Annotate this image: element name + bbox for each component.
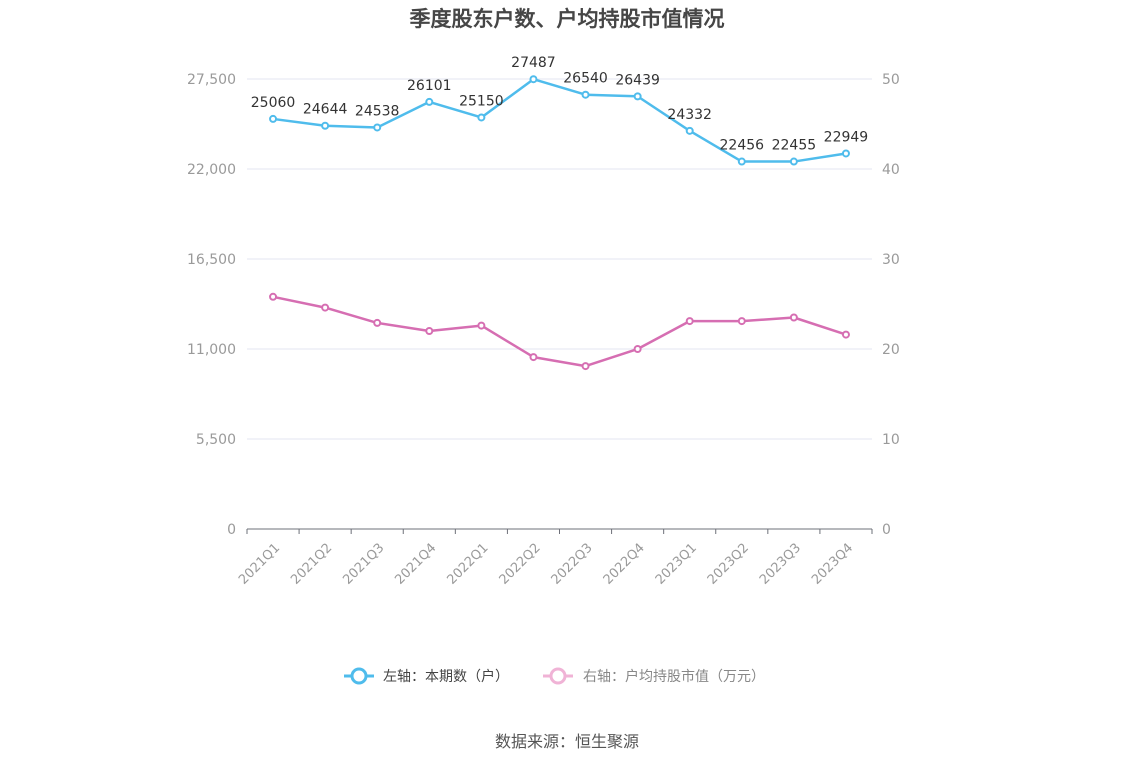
data-label: 25150	[459, 93, 504, 109]
data-point-right[interactable]	[425, 327, 434, 335]
legend-marker-right-series	[549, 667, 567, 685]
grid-layer	[247, 78, 872, 440]
legend-item-left-series[interactable]: 左轴：本期数（户）	[344, 667, 509, 685]
legend-marker-left-series	[350, 667, 368, 685]
legend: 左轴：本期数（户） 右轴：户均持股市值（万元）	[344, 667, 765, 685]
y-right-tick-label: 0	[882, 522, 891, 538]
data-point-right[interactable]	[477, 321, 486, 330]
x-tick-label: 2023Q4	[809, 541, 856, 588]
series-line-left	[272, 77, 847, 163]
y-left-tick-label: 27,500	[187, 72, 236, 88]
x-tick-label: 2022Q4	[601, 541, 648, 588]
y-left-tick-label: 5,500	[196, 432, 236, 448]
data-label: 26101	[407, 78, 452, 94]
data-point-right[interactable]	[321, 303, 330, 312]
x-tick-label: 2022Q2	[497, 541, 544, 588]
data-point-right[interactable]	[841, 330, 850, 339]
data-point-left[interactable]	[321, 121, 330, 130]
x-tick-label: 2023Q1	[653, 541, 700, 588]
data-label: 26439	[615, 72, 660, 88]
x-tick-label: 2021Q1	[236, 541, 283, 588]
data-point-right[interactable]	[633, 345, 642, 353]
data-point-left[interactable]	[737, 157, 746, 166]
x-tick-label: 2022Q3	[549, 541, 596, 588]
data-point-left[interactable]	[685, 126, 694, 135]
series-line-right	[272, 295, 847, 368]
legend-label-left-series: 左轴：本期数（户）	[383, 668, 509, 685]
legend-item-right-series[interactable]: 右轴：户均持股市值（万元）	[543, 667, 765, 685]
data-label: 27487	[511, 55, 556, 71]
y-right-tick-label: 40	[882, 162, 900, 178]
data-label-layer: 25060 24644 24538 26101 25150 27487 26540 26439…	[251, 55, 868, 153]
data-point-right[interactable]	[737, 317, 746, 326]
x-tick-label: 2023Q3	[757, 541, 804, 588]
data-label: 26540	[563, 71, 608, 87]
y-left-tick-label: 0	[227, 522, 236, 538]
series-layer	[269, 75, 850, 371]
data-point-left[interactable]	[373, 123, 382, 132]
legend-label-right-series: 右轴：户均持股市值（万元）	[583, 668, 765, 685]
data-label: 22456	[720, 138, 765, 154]
data-point-left[interactable]	[477, 113, 486, 122]
data-point-left[interactable]	[841, 149, 850, 158]
data-point-left[interactable]	[789, 157, 798, 166]
data-label: 24644	[303, 102, 348, 118]
y-right-tick-label: 30	[882, 252, 900, 268]
data-label: 24538	[355, 103, 400, 119]
x-tick-label: 2022Q1	[444, 541, 491, 588]
data-point-right[interactable]	[789, 313, 798, 322]
data-point-right[interactable]	[529, 353, 538, 362]
data-point-left[interactable]	[633, 92, 642, 101]
chart-title: 季度股东户数、户均持股市值情况	[410, 7, 725, 31]
data-label: 24332	[667, 107, 712, 123]
y-left-tick-label: 16,500	[187, 252, 236, 268]
y-left-tick-label: 11,000	[187, 342, 236, 358]
data-source-note: 数据来源：恒生聚源	[495, 732, 639, 751]
data-point-right[interactable]	[685, 317, 694, 326]
x-tick-label: 2021Q4	[392, 541, 439, 588]
x-tick-label: 2021Q2	[288, 541, 335, 588]
y-right-tick-label: 50	[882, 72, 900, 88]
data-point-left[interactable]	[269, 114, 278, 123]
data-point-left[interactable]	[425, 97, 434, 106]
y-right-tick-label: 20	[882, 342, 900, 358]
data-label: 25060	[251, 95, 296, 111]
data-label: 22455	[772, 138, 817, 154]
x-tick-label: 2023Q2	[705, 541, 752, 588]
data-point-left[interactable]	[581, 90, 590, 99]
data-point-left[interactable]	[529, 75, 538, 84]
x-tick-label: 2021Q3	[340, 541, 387, 588]
y-right-tick-label: 10	[882, 432, 900, 448]
data-label: 22949	[824, 129, 869, 145]
data-point-right[interactable]	[581, 362, 590, 371]
y-left-tick-label: 22,000	[187, 162, 236, 178]
data-point-right[interactable]	[373, 318, 382, 327]
data-point-right[interactable]	[269, 292, 278, 301]
